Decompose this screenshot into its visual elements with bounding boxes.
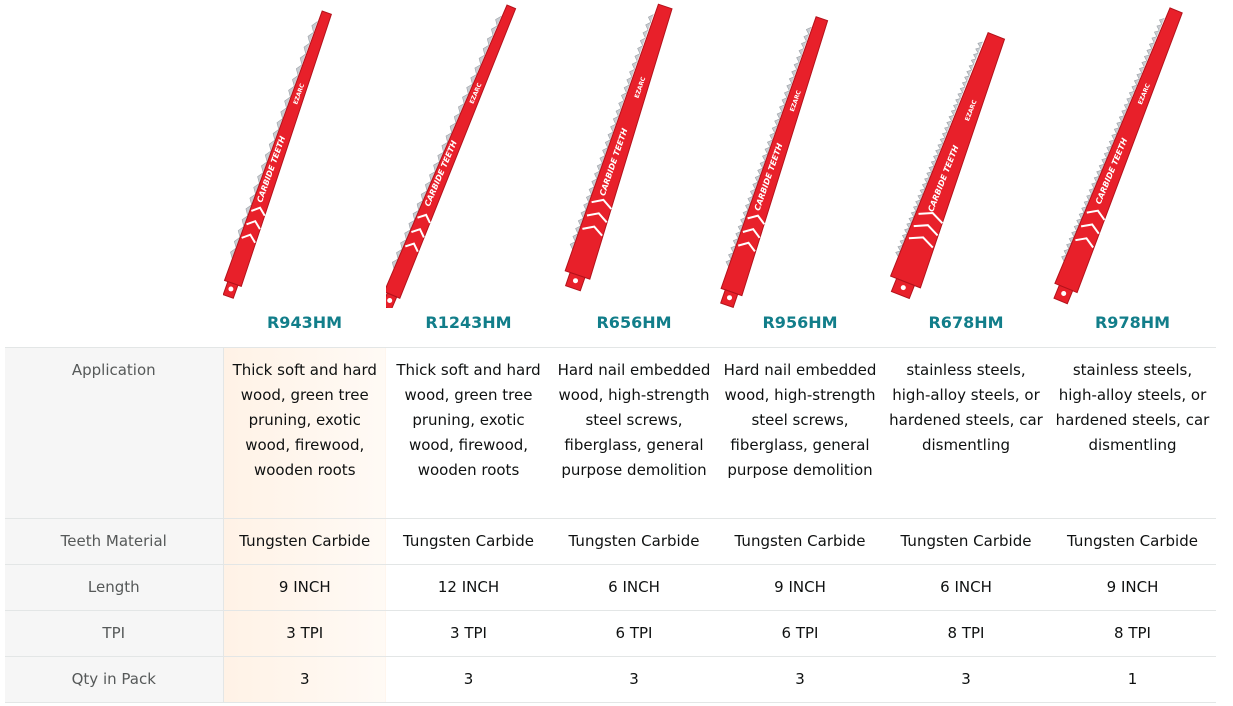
blade-chevron: [586, 212, 608, 223]
blade-chevron: [1086, 209, 1106, 221]
blade-image-2[interactable]: CARBIDE TEETH EZARC: [551, 0, 717, 308]
blade-chevron: [404, 242, 419, 253]
product-link-4[interactable]: R678HM: [928, 313, 1004, 332]
tpi-cell: 3 TPI: [223, 610, 386, 657]
blade-label: CARBIDE TEETH: [423, 139, 459, 208]
blade-chevron: [582, 225, 603, 237]
row-label-qty: Qty in Pack: [5, 656, 224, 703]
teeth-material-cell: Tungsten Carbide: [223, 518, 386, 565]
blade-chevron: [918, 211, 944, 224]
tpi-cell: 6 TPI: [551, 610, 717, 657]
blade-teeth: [230, 21, 318, 259]
blade-image-5[interactable]: CARBIDE TEETH EZARC: [1049, 0, 1216, 308]
length-cell: 9 INCH: [717, 564, 883, 611]
blade-chevron: [747, 214, 766, 225]
blade-image-3[interactable]: CARBIDE TEETH EZARC: [717, 0, 883, 308]
application-cell: stainless steels, high-alloy steels, or …: [1049, 347, 1216, 519]
product-header-1[interactable]: CARBIDE TEETH EZARC R1243HM: [386, 0, 551, 348]
qty-cell: 3: [551, 656, 717, 703]
blade-hole: [387, 298, 393, 303]
blade-hole: [1061, 291, 1067, 296]
blade-chevron: [411, 227, 425, 238]
length-cell: 6 INCH: [883, 564, 1049, 611]
product-link-5[interactable]: R978HM: [1094, 313, 1171, 332]
tpi-cell: 3 TPI: [386, 610, 551, 657]
tpi-row: TPI 3 TPI 3 TPI 6 TPI 6 TPI 8 TPI 8 TPI: [5, 610, 1216, 657]
blade-chevron: [913, 224, 939, 237]
teeth-material-cell: Tungsten Carbide: [386, 518, 551, 565]
length-cell: 12 INCH: [386, 564, 551, 611]
qty-cell: 3: [883, 656, 1049, 703]
blade-chevron: [1080, 223, 1100, 235]
qty-cell: 3: [223, 656, 386, 703]
header-corner: [5, 0, 223, 348]
tpi-cell: 6 TPI: [717, 610, 883, 657]
comparison-table: CARBIDE TEETH EZARC R943HM CARBIDE TEETH E…: [5, 0, 1216, 703]
blade-chevron: [591, 198, 613, 210]
teeth-material-row: Teeth Material Tungsten Carbide Tungsten…: [5, 518, 1216, 565]
blade-hole: [900, 285, 906, 291]
blade-teeth: [1061, 18, 1165, 262]
length-cell: 9 INCH: [223, 564, 386, 611]
blade-image-0[interactable]: CARBIDE TEETH EZARC: [223, 0, 386, 308]
blade-teeth: [569, 14, 654, 250]
blade-chevron: [908, 236, 934, 249]
product-link-1[interactable]: R1243HM: [425, 313, 512, 332]
row-label-teeth-material: Teeth Material: [5, 518, 224, 565]
blade-hole: [228, 286, 234, 292]
qty-cell: 1: [1049, 656, 1216, 703]
blade-image-4[interactable]: CARBIDE TEETH EZARC: [883, 0, 1049, 308]
blade-chevron: [737, 241, 756, 252]
application-row: Application Thick soft and hard wood, gr…: [5, 347, 1216, 519]
blade-chevron: [417, 213, 431, 224]
application-cell: stainless steels, high-alloy steels, or …: [883, 347, 1049, 519]
blade-hole: [727, 295, 732, 301]
length-cell: 6 INCH: [551, 564, 717, 611]
row-label-length: Length: [5, 564, 224, 611]
product-header-row: CARBIDE TEETH EZARC R943HM CARBIDE TEETH E…: [5, 0, 1216, 348]
blade-chevron: [1075, 237, 1094, 249]
blade-chevron: [251, 206, 266, 217]
application-cell: Hard nail embedded wood, high-strength s…: [717, 347, 883, 519]
blade-teeth: [391, 15, 502, 269]
blade-chevron: [742, 228, 761, 239]
qty-cell: 3: [386, 656, 551, 703]
product-header-4[interactable]: CARBIDE TEETH EZARC R678HM: [883, 0, 1049, 348]
blade-chevron: [246, 219, 261, 230]
teeth-material-cell: Tungsten Carbide: [1049, 518, 1216, 565]
teeth-material-cell: Tungsten Carbide: [717, 518, 883, 565]
blade-chevron: [241, 233, 256, 244]
qty-row: Qty in Pack 3 3 3 3 3 1: [5, 656, 1216, 703]
application-cell: Thick soft and hard wood, green tree pru…: [223, 347, 386, 519]
teeth-material-cell: Tungsten Carbide: [551, 518, 717, 565]
product-header-3[interactable]: CARBIDE TEETH EZARC R956HM: [717, 0, 883, 348]
product-header-2[interactable]: CARBIDE TEETH EZARC R656HM: [551, 0, 717, 348]
row-label-application: Application: [5, 347, 224, 519]
product-link-0[interactable]: R943HM: [266, 313, 343, 332]
blade-image-1[interactable]: CARBIDE TEETH EZARC: [386, 0, 551, 308]
product-header-0[interactable]: CARBIDE TEETH EZARC R943HM: [223, 0, 386, 348]
blade-teeth: [895, 41, 983, 257]
tpi-cell: 8 TPI: [883, 610, 1049, 657]
product-header-5[interactable]: CARBIDE TEETH EZARC R978HM: [1049, 0, 1216, 348]
length-cell: 9 INCH: [1049, 564, 1216, 611]
application-cell: Thick soft and hard wood, green tree pru…: [386, 347, 551, 519]
application-cell: Hard nail embedded wood, high-strength s…: [551, 347, 717, 519]
product-link-2[interactable]: R656HM: [596, 313, 672, 332]
row-label-tpi: TPI: [5, 610, 224, 657]
blade-hole: [573, 278, 578, 284]
product-link-3[interactable]: R956HM: [762, 313, 838, 332]
length-row: Length 9 INCH 12 INCH 6 INCH 9 INCH 6 IN…: [5, 564, 1216, 611]
blade-teeth: [725, 27, 812, 267]
teeth-material-cell: Tungsten Carbide: [883, 518, 1049, 565]
tpi-cell: 8 TPI: [1049, 610, 1216, 657]
qty-cell: 3: [717, 656, 883, 703]
